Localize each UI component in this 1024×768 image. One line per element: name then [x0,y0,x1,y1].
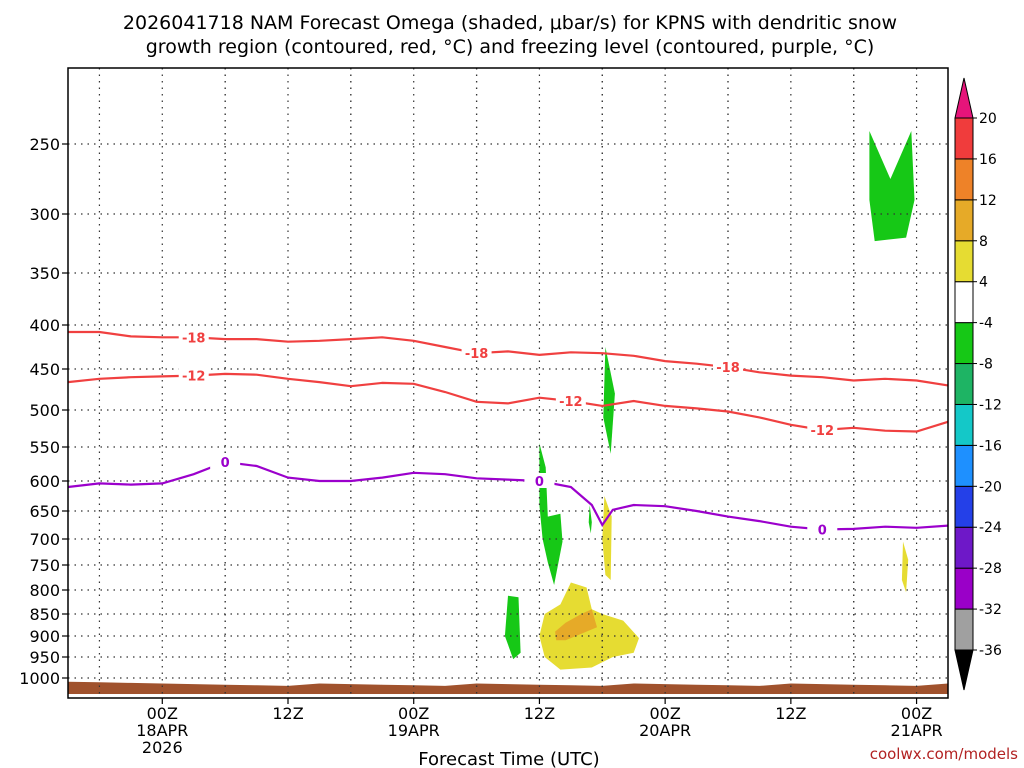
y-tick-label: 600 [29,472,60,491]
colorbar: -36 -32 -28 -24 -20 -16 -12 -8 -4 4 8 12 16 20 [954,77,1002,691]
x-tick-label: 00Z [147,704,178,723]
y-tick-label: 250 [29,135,60,154]
plot-frame [67,67,949,699]
colorbar-segment [954,526,974,569]
colorbar-segment [954,444,974,487]
y-tick-label: 850 [29,605,60,624]
chart-title-line-2: growth region (contoured, red, °C) and f… [146,36,875,58]
colorbar-tick-label: 4 [979,275,988,291]
contour-label: -12 [559,395,583,410]
y-tick-label: 450 [29,360,60,379]
ground-terrain [68,681,948,694]
omega-shade-1 [603,347,615,454]
contour-label: 0 [221,456,230,471]
contour-label-bg [210,453,241,469]
contour-label-bg [555,392,586,408]
omega-shade-8 [555,609,597,641]
contour-label: 0 [535,475,544,490]
contour-line-0 [68,330,949,387]
x-tick-label: 12Z [524,704,555,723]
colorbar-tick-label: 16 [979,152,997,168]
colorbar-min-arrow [954,649,974,691]
colorbar-segment [954,567,974,610]
colorbar-tick-label: -36 [979,643,1002,659]
y-tick-label: 400 [29,316,60,335]
x-tick-label: 20APR [639,721,691,740]
y-tick-label: 950 [29,648,60,667]
plot-area: -18 -18 -18 -12 -12 -12 0 0 0 250 300 350 400 450 500 5… [19,67,949,757]
colorbar-segment [954,240,974,283]
omega-shade-0 [869,131,915,242]
contour-label-bg [807,421,838,437]
y-tick-label: 750 [29,556,60,575]
contour-label-bg [178,329,209,345]
colorbar-tick-label: 20 [979,111,997,127]
colorbar-segment [954,117,974,160]
colorbar-segment [954,199,974,242]
contour-label-bg [524,473,555,488]
x-tick-label: 19APR [388,721,440,740]
y-tick-label: 650 [29,502,60,521]
colorbar-segment [954,485,974,528]
contour-label: -18 [182,331,206,346]
contour-label: -12 [182,370,206,385]
y-tick-label: 350 [29,264,60,283]
colorbar-tick-label: -16 [979,438,1002,454]
y-tick-label: 1000 [19,669,60,688]
contour-label: 0 [818,523,827,538]
x-tick-label: 21APR [891,721,943,740]
contour-label-bg [713,359,743,375]
colorbar-segment [954,322,974,365]
y-tick-label: 300 [29,205,60,224]
contour-label: -12 [811,424,835,439]
contour-label-bg [178,367,209,383]
y-tick-label: 700 [29,530,60,549]
colorbar-tick-label: -20 [979,479,1002,495]
x-tick-label: 18APR [136,721,188,740]
contour-label: -18 [465,347,489,362]
omega-shade-5 [602,496,612,580]
x-tick-label: 00Z [901,704,932,723]
y-tick-label: 500 [29,401,60,420]
colorbar-segment [954,403,974,446]
colorbar-tick-label: -32 [979,602,1002,618]
colorbar-tick-label: -24 [979,520,1002,536]
y-tick-label: 550 [29,438,60,457]
x-tick-label: 00Z [398,704,429,723]
colorbar-tick-label: 12 [979,193,997,209]
colorbar-max-arrow [954,77,974,119]
colorbar-tick-label: -4 [979,316,993,332]
credit-text: coolwx.com/models [870,745,1018,763]
x-tick-label: 2026 [142,738,183,757]
x-axis-label: Forecast Time (UTC) [418,749,599,768]
omega-shade-4 [504,595,521,660]
colorbar-segment [954,608,974,651]
chart-title-line-1: 2026041718 NAM Forecast Omega (shaded, μ… [123,12,897,34]
omega-shade-2 [539,443,563,585]
y-tick-label: 800 [29,581,60,600]
omega-shade-3 [588,505,592,534]
x-tick-label: 12Z [272,704,303,723]
colorbar-segment [954,158,974,201]
x-tick-label: 00Z [649,704,680,723]
colorbar-segment [954,363,974,405]
contour-line-1 [67,372,949,433]
colorbar-tick-label: -12 [979,397,1002,413]
colorbar-tick-label: -28 [979,561,1002,577]
contour-label-bg [807,521,838,537]
y-tick-label: 900 [29,627,60,646]
contour-label-bg [461,345,492,361]
x-tick-label: 12Z [775,704,806,723]
contour-label: -18 [716,361,740,376]
contour-line-2 [67,460,949,531]
omega-shade-6 [901,541,909,593]
colorbar-segment [954,281,974,324]
colorbar-tick-label: -8 [979,357,993,373]
colorbar-tick-label: 8 [979,234,988,250]
